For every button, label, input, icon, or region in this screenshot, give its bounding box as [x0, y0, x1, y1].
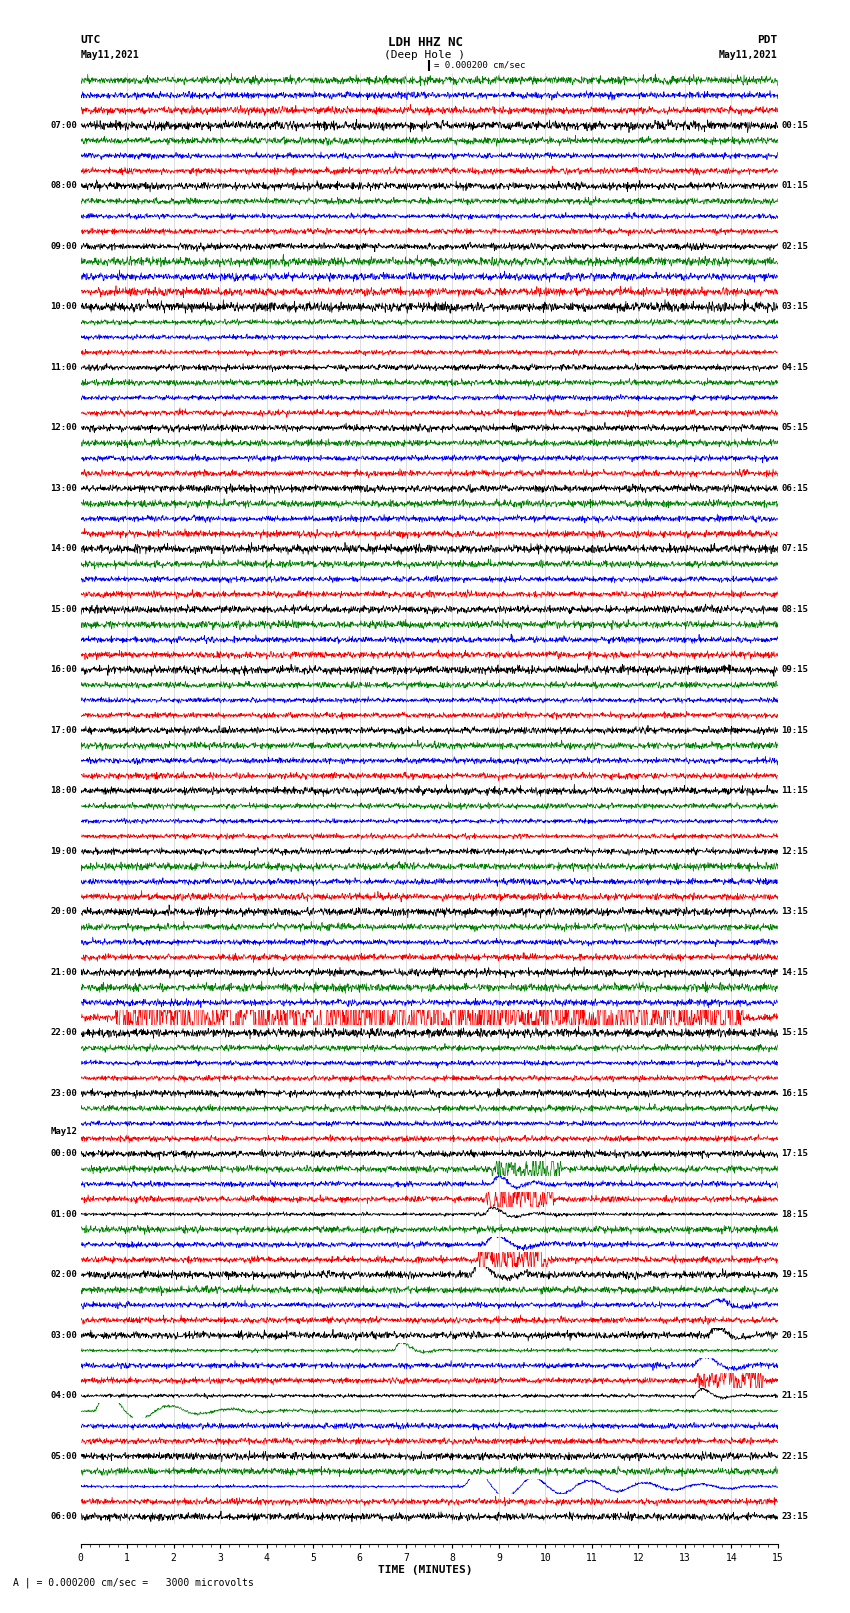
- Text: 21:00: 21:00: [50, 968, 77, 977]
- Text: 17:15: 17:15: [781, 1150, 808, 1158]
- Text: 14:00: 14:00: [50, 545, 77, 553]
- Text: 01:15: 01:15: [781, 182, 808, 190]
- Text: 19:15: 19:15: [781, 1271, 808, 1279]
- Text: 18:00: 18:00: [50, 787, 77, 795]
- Text: 14:15: 14:15: [781, 968, 808, 977]
- Text: 00:15: 00:15: [781, 121, 808, 131]
- Text: 12:15: 12:15: [781, 847, 808, 857]
- Text: 08:00: 08:00: [50, 182, 77, 190]
- Text: LDH HHZ NC: LDH HHZ NC: [388, 37, 462, 50]
- Text: TIME (MINUTES): TIME (MINUTES): [377, 1565, 473, 1574]
- Text: 11:15: 11:15: [781, 787, 808, 795]
- Text: 13:00: 13:00: [50, 484, 77, 494]
- Text: 15:15: 15:15: [781, 1029, 808, 1037]
- Text: 09:15: 09:15: [781, 666, 808, 674]
- Text: 08:15: 08:15: [781, 605, 808, 615]
- Text: 02:15: 02:15: [781, 242, 808, 252]
- Text: 09:00: 09:00: [50, 242, 77, 252]
- Text: 16:00: 16:00: [50, 666, 77, 674]
- Text: 18:15: 18:15: [781, 1210, 808, 1219]
- Text: 07:15: 07:15: [781, 545, 808, 553]
- Text: 23:00: 23:00: [50, 1089, 77, 1098]
- Text: 16:15: 16:15: [781, 1089, 808, 1098]
- Text: = 0.000200 cm/sec: = 0.000200 cm/sec: [434, 61, 524, 69]
- Text: May11,2021: May11,2021: [81, 50, 139, 60]
- Text: 22:00: 22:00: [50, 1029, 77, 1037]
- Text: 17:00: 17:00: [50, 726, 77, 736]
- Text: 02:00: 02:00: [50, 1271, 77, 1279]
- Text: 20:15: 20:15: [781, 1331, 808, 1340]
- Text: 15:00: 15:00: [50, 605, 77, 615]
- Text: 13:15: 13:15: [781, 908, 808, 916]
- Text: 12:00: 12:00: [50, 424, 77, 432]
- Text: 10:15: 10:15: [781, 726, 808, 736]
- Text: 07:00: 07:00: [50, 121, 77, 131]
- Text: 10:00: 10:00: [50, 303, 77, 311]
- Text: UTC: UTC: [81, 35, 101, 45]
- Text: May11,2021: May11,2021: [719, 50, 778, 60]
- Text: 05:00: 05:00: [50, 1452, 77, 1461]
- Text: May12: May12: [50, 1126, 77, 1136]
- Text: 01:00: 01:00: [50, 1210, 77, 1219]
- Text: 22:15: 22:15: [781, 1452, 808, 1461]
- Text: 23:15: 23:15: [781, 1513, 808, 1521]
- Text: 06:00: 06:00: [50, 1513, 77, 1521]
- Text: 05:15: 05:15: [781, 424, 808, 432]
- Text: PDT: PDT: [757, 35, 778, 45]
- Text: 03:00: 03:00: [50, 1331, 77, 1340]
- Text: 04:00: 04:00: [50, 1392, 77, 1400]
- Text: 19:00: 19:00: [50, 847, 77, 857]
- Text: 00:00: 00:00: [50, 1150, 77, 1158]
- Text: 03:15: 03:15: [781, 303, 808, 311]
- Text: A | = 0.000200 cm/sec =   3000 microvolts: A | = 0.000200 cm/sec = 3000 microvolts: [13, 1578, 253, 1589]
- Text: 04:15: 04:15: [781, 363, 808, 373]
- Text: 11:00: 11:00: [50, 363, 77, 373]
- Text: 20:00: 20:00: [50, 908, 77, 916]
- Text: 21:15: 21:15: [781, 1392, 808, 1400]
- Text: 06:15: 06:15: [781, 484, 808, 494]
- Text: (Deep Hole ): (Deep Hole ): [384, 50, 466, 60]
